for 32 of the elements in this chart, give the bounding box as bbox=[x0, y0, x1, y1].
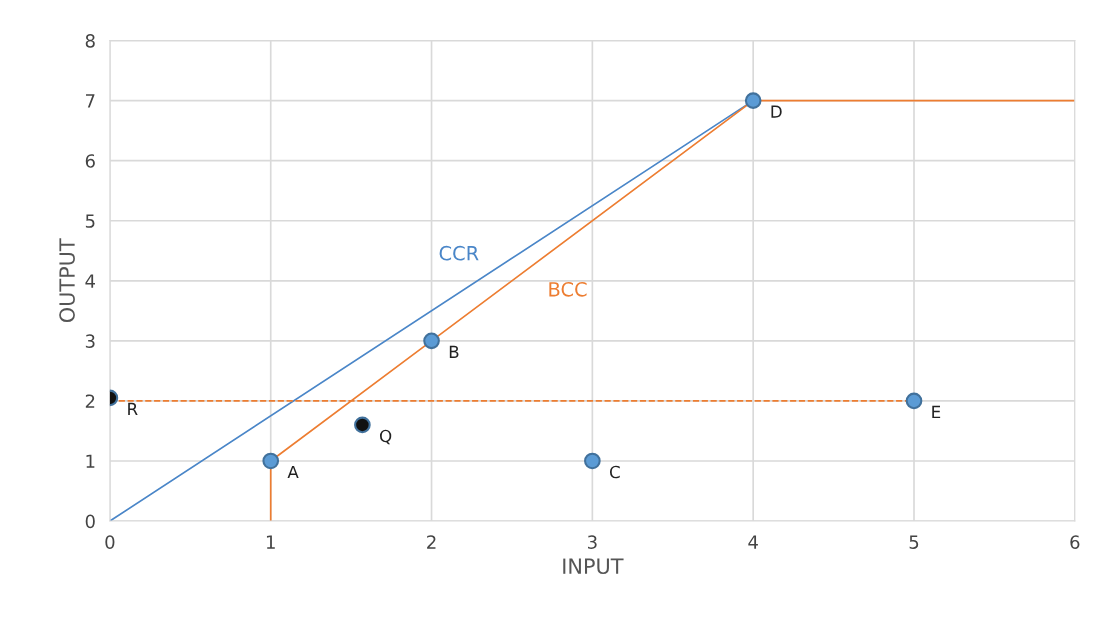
x-tick-label: 0 bbox=[105, 535, 115, 549]
annotation: Q bbox=[379, 429, 392, 445]
annotation: A bbox=[287, 465, 299, 479]
y-axis-title: OUTPUT bbox=[59, 238, 75, 323]
point bbox=[423, 332, 440, 350]
x-tick-label: 5 bbox=[909, 535, 919, 549]
x-tick-label: 4 bbox=[748, 535, 758, 549]
y-tick-label: 2 bbox=[85, 394, 95, 408]
annotation: R bbox=[128, 402, 138, 416]
annotation: D bbox=[771, 105, 782, 118]
y-tick-label: 4 bbox=[85, 274, 95, 288]
y-tick-label: 7 bbox=[86, 94, 95, 108]
series-label: CCR bbox=[439, 245, 479, 261]
annotation: E bbox=[932, 405, 941, 419]
y-tick-label: 8 bbox=[85, 34, 95, 48]
point bbox=[262, 452, 280, 470]
x-tick-label: 2 bbox=[427, 535, 436, 549]
x-axis-title: INPUT bbox=[563, 558, 624, 575]
point bbox=[905, 392, 923, 410]
y-tick-label: 5 bbox=[85, 214, 95, 228]
annotation: C bbox=[609, 465, 620, 479]
y-tick-label: 0 bbox=[85, 514, 95, 529]
y-tick-label: 3 bbox=[85, 334, 95, 348]
x-tick-label: 1 bbox=[266, 535, 275, 549]
point bbox=[744, 92, 762, 109]
x-tick-label: 3 bbox=[587, 535, 597, 549]
series-label: BCC bbox=[549, 281, 587, 297]
annotation: B bbox=[449, 345, 459, 358]
y-tick-label: 6 bbox=[85, 154, 95, 168]
point bbox=[584, 452, 601, 470]
x-tick-label: 6 bbox=[1070, 535, 1080, 549]
y-tick-label: 1 bbox=[86, 454, 95, 468]
